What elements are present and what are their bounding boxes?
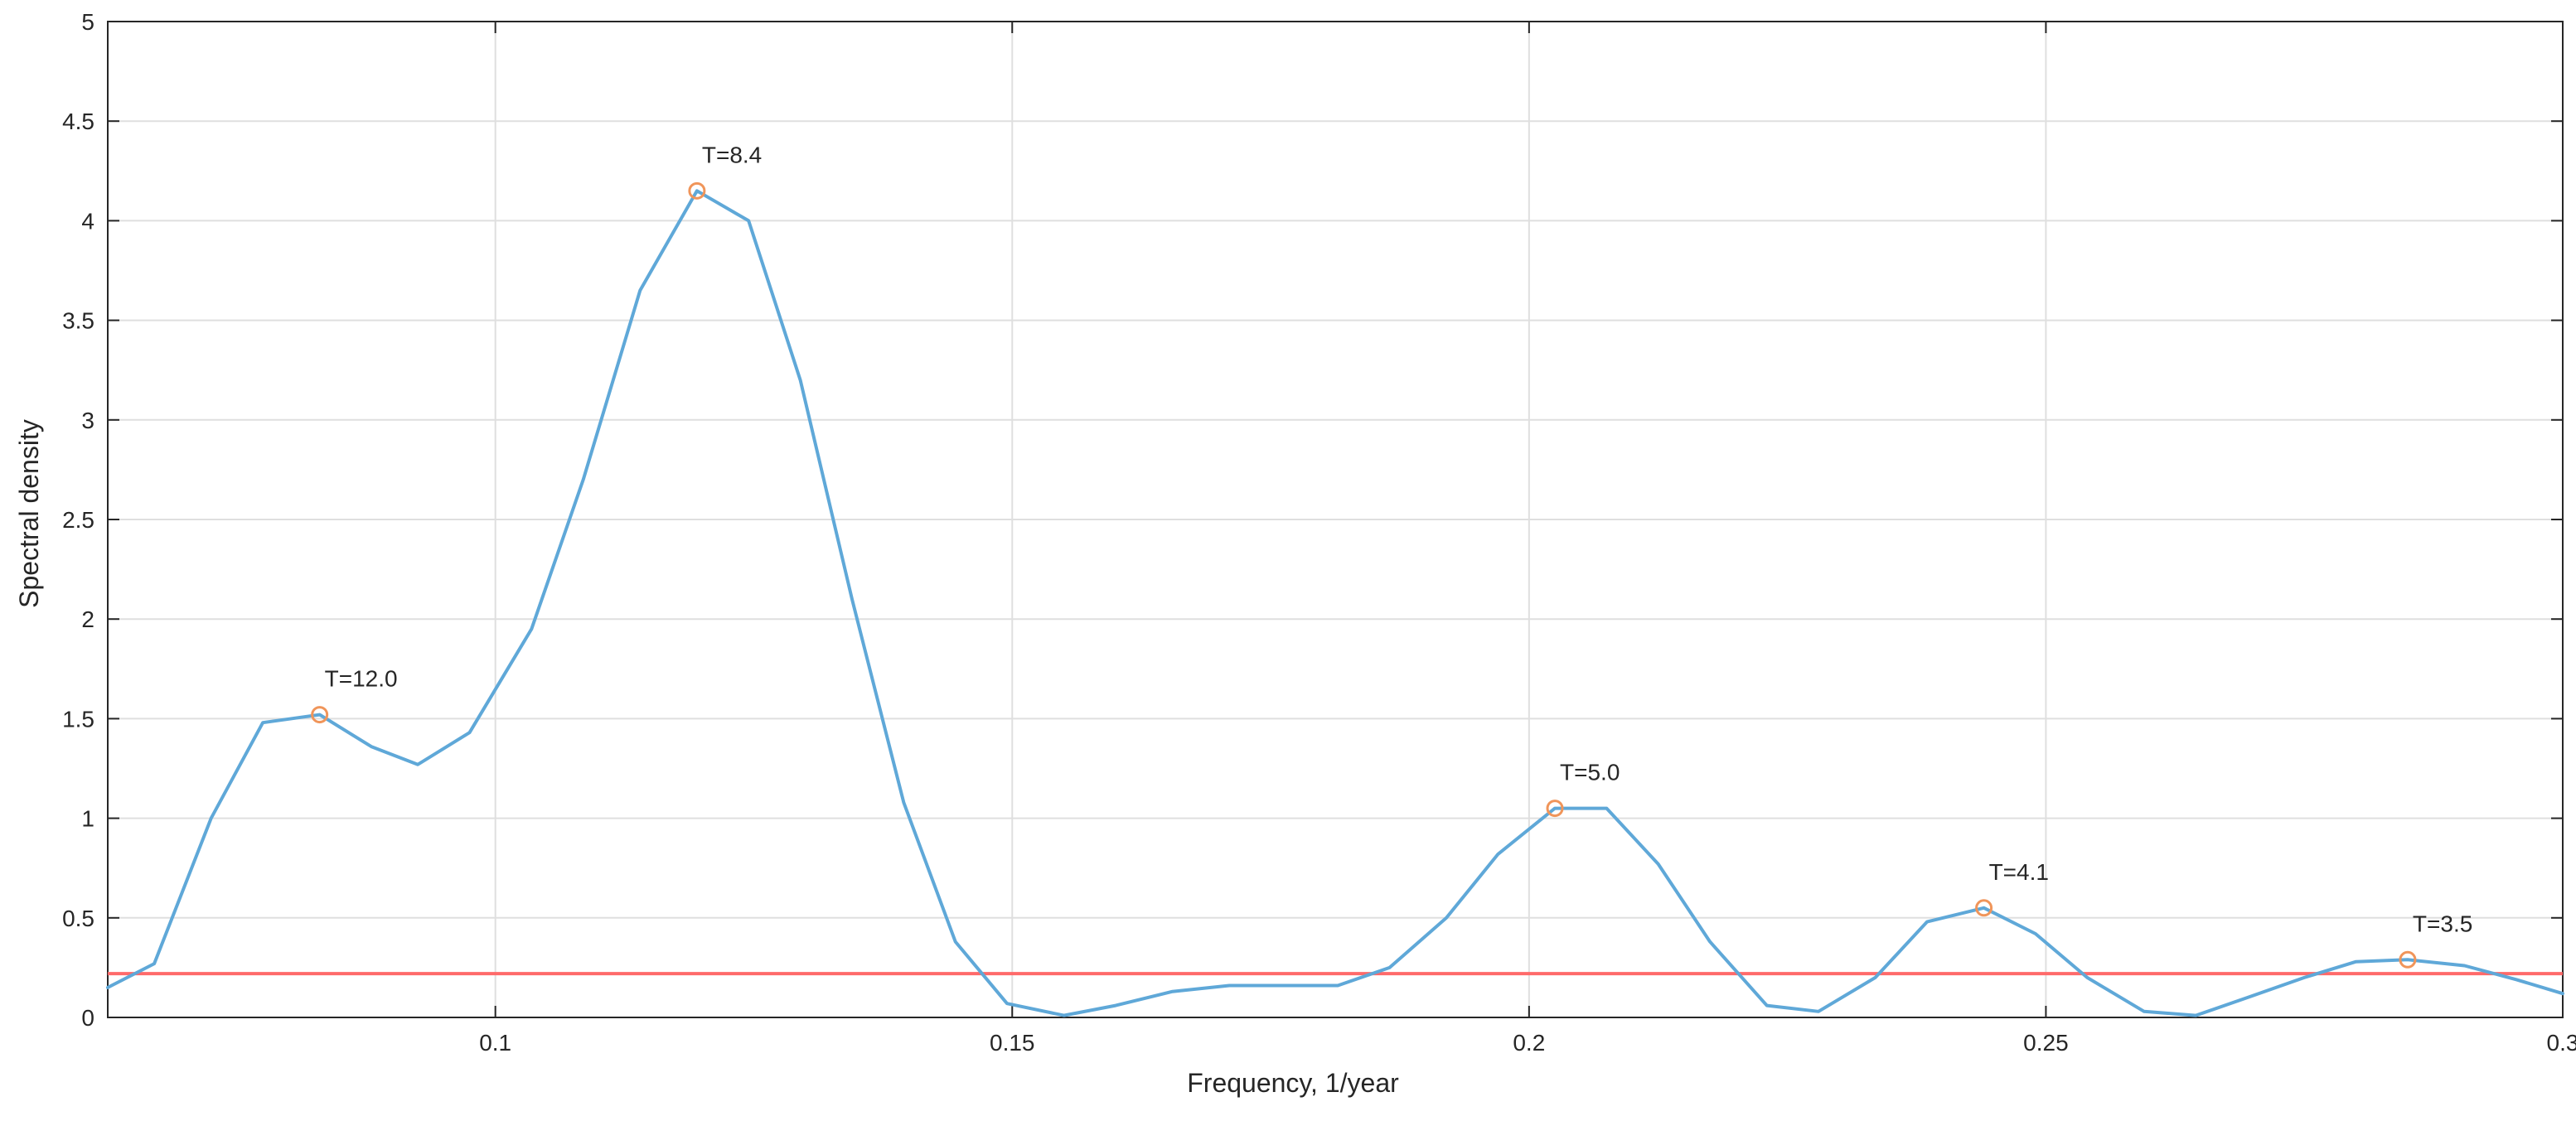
peak-marker (688, 181, 706, 200)
peak-label: T=5.0 (1560, 760, 1620, 785)
y-tick-label: 4 (81, 208, 94, 234)
x-tick-label: 0.1 (479, 1030, 511, 1056)
axes (107, 21, 2564, 1018)
peak-marker (2399, 950, 2417, 969)
series-lines (106, 189, 2564, 1017)
x-tick-label: 0.15 (990, 1030, 1035, 1056)
y-tick-label: 2.5 (62, 507, 94, 533)
y-tick-label: 1.5 (62, 706, 94, 732)
peak-label: T=4.1 (1989, 859, 2049, 885)
peak-marker (1546, 800, 1564, 818)
y-tick-label: 0 (81, 1005, 94, 1031)
y-tick-label: 4.5 (62, 109, 94, 134)
peak-markers: T=12.0 T=8.4 T=5.0 T=4.1 T=3.5 (311, 142, 2472, 969)
y-axis-label: Spectral density (14, 419, 44, 608)
x-axis-label: Frequency, 1/year (1187, 1068, 1399, 1098)
y-tick-label: 0.5 (62, 906, 94, 931)
y-tick-label: 2 (81, 606, 94, 632)
x-tick-label: 0.3 (2547, 1030, 2576, 1056)
y-tick-label: 3.5 (62, 308, 94, 334)
y-tick-label: 3 (81, 408, 94, 433)
peak-label: T=12.0 (325, 666, 398, 692)
x-tick-label: 0.2 (1513, 1030, 1545, 1056)
spectral-density-line (106, 189, 2564, 1017)
x-tick-label: 0.25 (2023, 1030, 2069, 1056)
peak-marker (1975, 899, 1993, 917)
y-tick-label: 1 (81, 806, 94, 832)
peak-marker (311, 706, 329, 724)
y-tick-label: 5 (81, 9, 94, 35)
peak-label: T=3.5 (2413, 911, 2472, 936)
peak-label: T=8.4 (702, 142, 762, 167)
tick-labels: 0.1 0.15 0.2 0.25 0.3 0 0.5 1 1.5 2 2.5 3 3.5 4 4.5 5 (62, 9, 2576, 1056)
